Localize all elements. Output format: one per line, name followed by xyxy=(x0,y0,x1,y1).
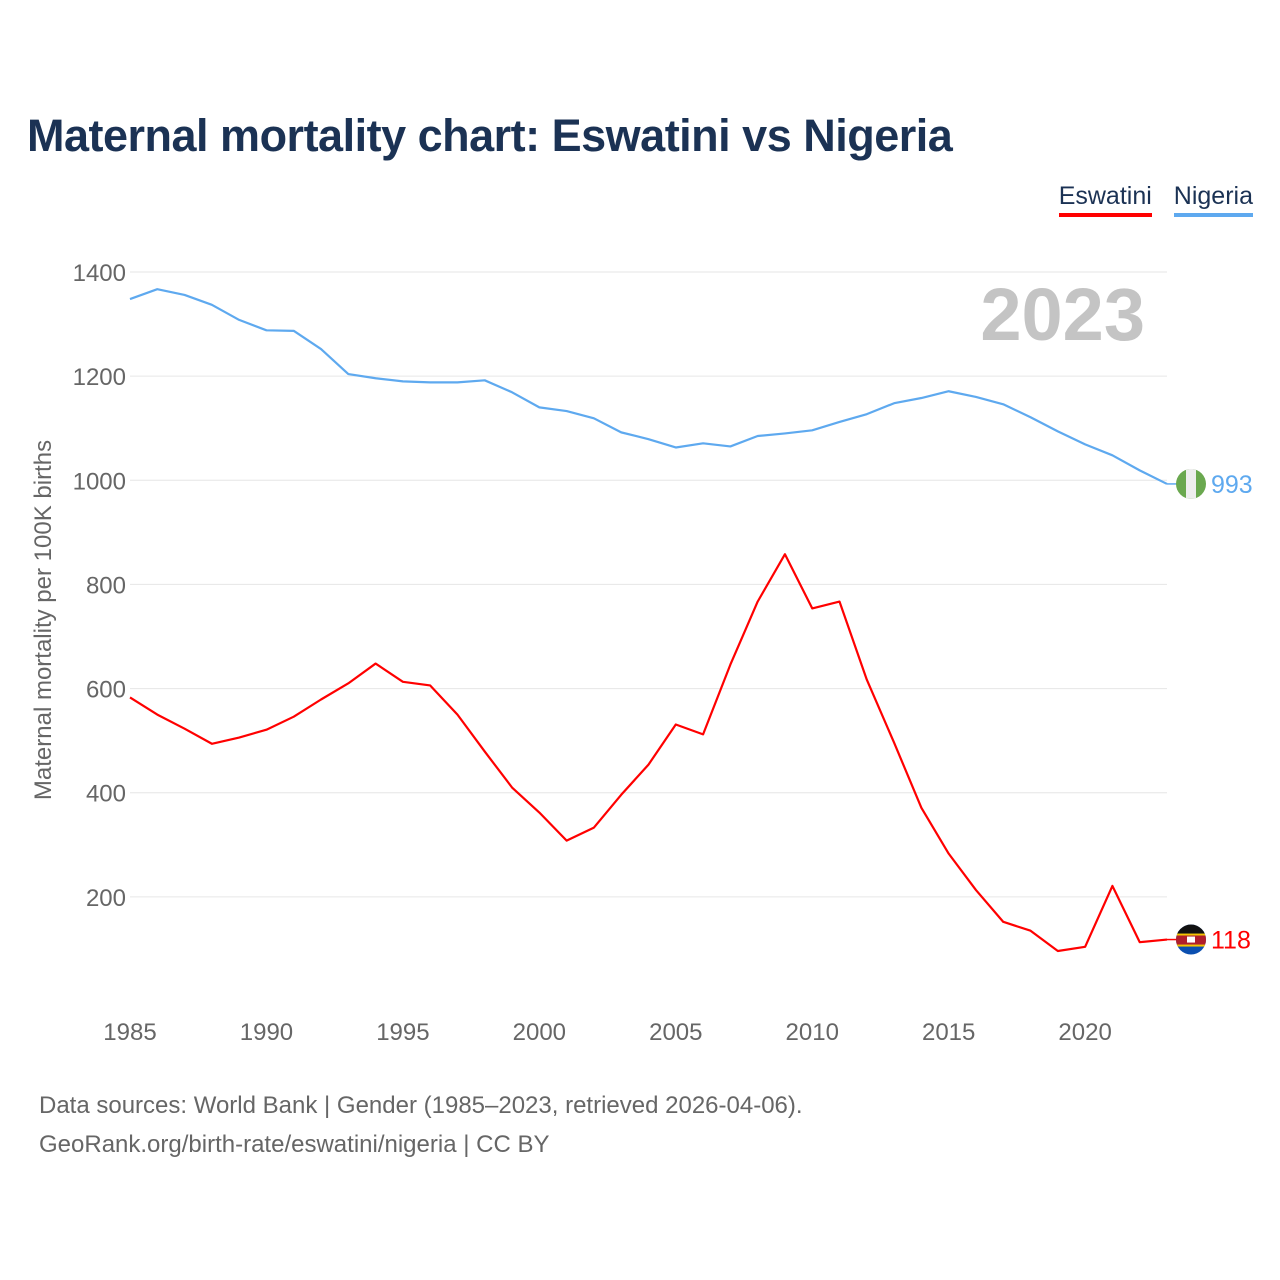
end-value-label-nigeria: 993 xyxy=(1211,471,1253,499)
x-tick-label: 1990 xyxy=(240,1019,293,1046)
source-note: Data sources: World Bank | Gender (1985–… xyxy=(39,1086,803,1164)
y-tick-label: 200 xyxy=(86,885,126,912)
x-tick-label: 1985 xyxy=(103,1019,156,1046)
x-tick-label: 2000 xyxy=(513,1019,566,1046)
x-tick-label: 2005 xyxy=(649,1019,702,1046)
year-label: 2023 xyxy=(980,273,1145,356)
x-tick-label: 2020 xyxy=(1058,1019,1111,1046)
series-line-eswatini xyxy=(129,553,1168,953)
legend-item-nigeria[interactable]: Nigeria xyxy=(1173,182,1253,217)
chart-title: Maternal mortality chart: Eswatini vs Ni… xyxy=(27,110,953,161)
y-tick-label: 1400 xyxy=(73,260,126,287)
series-line-nigeria xyxy=(129,288,1168,485)
y-tick-label: 800 xyxy=(86,572,126,599)
flag-nigeria-icon xyxy=(1176,468,1206,499)
legend: Eswatini Nigeria xyxy=(1058,182,1253,217)
legend-item-eswatini[interactable]: Eswatini xyxy=(1058,182,1152,217)
source-line-1: Data sources: World Bank | Gender (1985–… xyxy=(39,1092,803,1119)
y-tick-label: 600 xyxy=(86,677,126,704)
x-tick-label: 1995 xyxy=(376,1019,429,1046)
x-tick-label: 2010 xyxy=(786,1019,839,1046)
x-tick-label: 2015 xyxy=(922,1019,975,1046)
end-value-label-eswatini: 118 xyxy=(1211,927,1251,955)
flag-eswatini-icon xyxy=(1176,924,1206,955)
y-tick-label: 1000 xyxy=(73,468,126,495)
y-axis-label: Maternal mortality per 100K births xyxy=(30,440,57,800)
y-tick-label: 400 xyxy=(86,781,126,808)
source-link[interactable]: GeoRank.org/birth-rate/eswatini/nigeria … xyxy=(39,1131,550,1158)
y-tick-label: 1200 xyxy=(73,364,126,391)
